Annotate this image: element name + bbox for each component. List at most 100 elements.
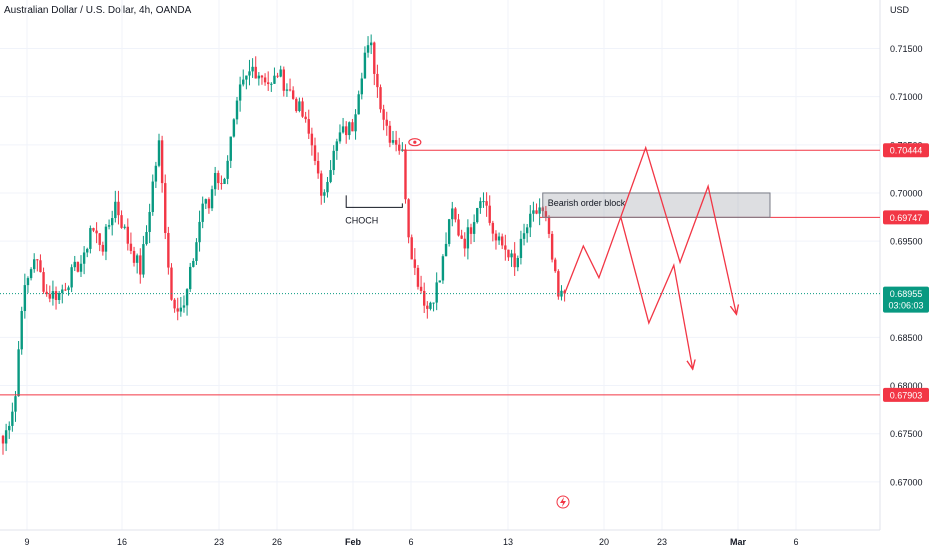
candle-body — [129, 243, 133, 251]
candle — [192, 258, 195, 268]
candle-body — [429, 302, 432, 309]
candle — [1, 434, 5, 455]
candle-body — [226, 160, 229, 179]
candle-body — [513, 253, 516, 268]
candle-body — [232, 119, 236, 137]
candle — [142, 235, 145, 278]
candle-body — [26, 278, 30, 286]
candle — [435, 272, 438, 311]
candle-body — [335, 141, 339, 151]
candle-body — [354, 114, 357, 132]
candle-body — [45, 291, 48, 295]
candle — [466, 219, 470, 260]
candle-body — [404, 149, 407, 200]
candle-body — [516, 257, 519, 268]
candle-body — [273, 75, 276, 84]
candle — [273, 67, 276, 84]
candle-body — [123, 226, 126, 228]
y-tick-label: 0.71000 — [890, 92, 923, 102]
candle — [70, 264, 73, 293]
x-tick-labels: 9 16 23 26 Feb 6 13 20 23 Mar 6 — [24, 537, 798, 547]
candle — [507, 249, 510, 261]
candle — [157, 133, 161, 168]
candle-body — [82, 252, 86, 264]
candle-body — [142, 244, 145, 275]
y-tick-label: 0.67000 — [890, 477, 923, 487]
candle-body — [550, 233, 554, 260]
candle-body — [304, 116, 307, 120]
candle — [291, 86, 295, 100]
candle — [560, 285, 563, 301]
candle-body — [410, 237, 413, 260]
candle — [207, 197, 211, 214]
candle — [554, 257, 557, 273]
candle-body — [323, 192, 326, 196]
candle — [173, 298, 176, 313]
order-block-label: Bearish order block — [548, 198, 626, 208]
candle — [226, 155, 229, 185]
candle — [248, 59, 251, 86]
candle-body — [391, 140, 395, 143]
candle — [20, 306, 23, 355]
candle-body — [488, 205, 491, 223]
candle — [61, 284, 64, 304]
candle-body — [185, 289, 189, 306]
candle-body — [529, 213, 532, 228]
candle — [485, 192, 488, 217]
candle-body — [192, 260, 195, 267]
candle — [120, 210, 123, 229]
candle — [345, 121, 348, 144]
candle-body — [432, 302, 435, 304]
candle — [341, 117, 345, 134]
candle — [444, 232, 448, 257]
candle — [369, 34, 373, 55]
candle — [529, 205, 532, 238]
candle-body — [42, 272, 45, 292]
candle-body — [341, 126, 345, 133]
x-tick-label: 20 — [599, 537, 609, 547]
y-tick-label: 0.71500 — [890, 44, 923, 54]
y-tick-label: 0.68000 — [890, 381, 923, 391]
candle — [151, 174, 154, 216]
candle — [57, 290, 61, 304]
candle-body — [245, 75, 248, 80]
candle — [195, 238, 198, 266]
candle-body — [198, 221, 201, 243]
candle — [360, 72, 363, 100]
candle-body — [139, 255, 142, 275]
y-tick-labels: 0.715000.710000.705000.700000.695000.685… — [890, 44, 923, 487]
candle-body — [310, 133, 314, 146]
candle — [185, 288, 189, 316]
candle — [39, 254, 42, 273]
candle-body — [132, 250, 136, 263]
candle — [550, 231, 554, 263]
candle — [363, 46, 367, 79]
candle-body — [148, 211, 151, 232]
candle — [48, 285, 51, 303]
candle — [220, 175, 223, 190]
candle — [101, 241, 105, 256]
candle-body — [95, 230, 98, 234]
candle-body — [70, 267, 73, 288]
candle-body — [104, 226, 108, 252]
candle — [82, 246, 86, 275]
x-tick-label: 23 — [657, 537, 667, 547]
current-price-label: 0.68955 — [890, 289, 923, 299]
chart-title: Australian Dollar / U.S. Dollar, 4h, OAN… — [4, 5, 192, 16]
candle-body — [426, 305, 429, 309]
candle-body — [482, 201, 485, 203]
candle-body — [532, 210, 535, 214]
candle — [235, 97, 239, 125]
candle — [111, 210, 114, 236]
candle-body — [107, 225, 111, 227]
candle-body — [57, 293, 61, 301]
candle-body — [86, 248, 89, 253]
candle-body — [33, 259, 36, 270]
candle-body — [67, 287, 70, 291]
candle-body — [316, 160, 320, 174]
candle-body — [376, 73, 379, 88]
candle — [432, 302, 435, 312]
current-price-badge — [883, 286, 929, 313]
candle-body — [363, 52, 367, 79]
